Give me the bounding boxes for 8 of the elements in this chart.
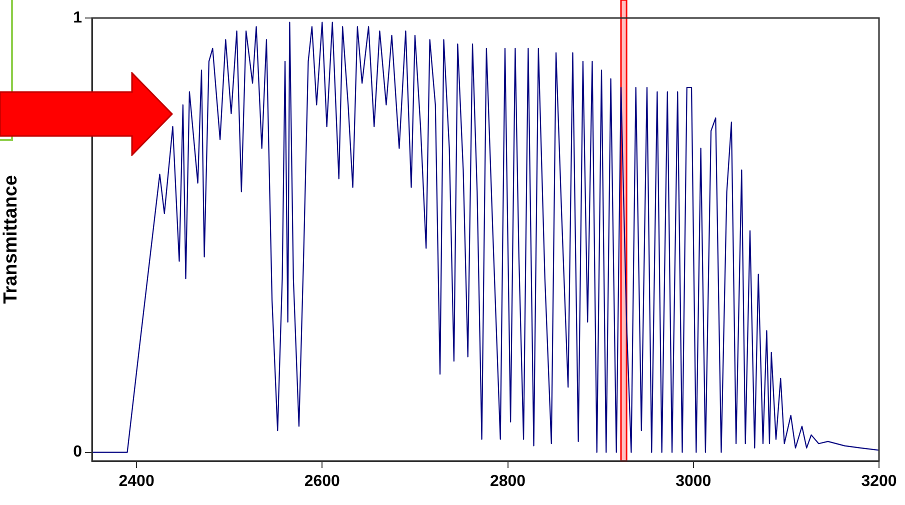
y-tick-label: 0 [73,444,82,461]
x-tick-label: 2400 [118,473,154,490]
x-tick-label: 2800 [490,473,526,490]
x-tick-label: 2600 [304,473,340,490]
y-tick-label: 1 [73,9,82,26]
x-tick-label: 3200 [861,473,897,490]
x-tick-label: 3000 [676,473,712,490]
y-axis-title: Transmittance [0,175,22,304]
